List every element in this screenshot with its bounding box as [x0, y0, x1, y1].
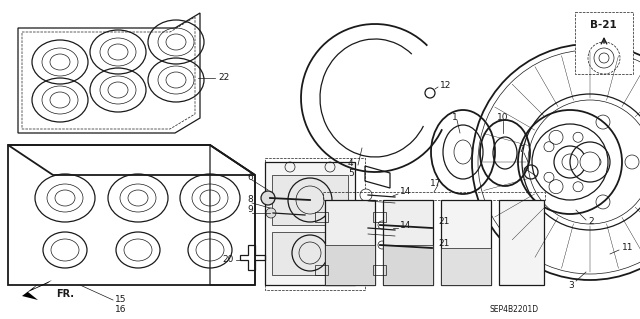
Text: 8: 8 [247, 196, 253, 204]
Text: 15: 15 [115, 294, 127, 303]
Polygon shape [383, 245, 433, 285]
Text: 9: 9 [247, 205, 253, 214]
Polygon shape [22, 280, 52, 300]
Polygon shape [272, 175, 348, 225]
Polygon shape [272, 232, 348, 275]
Polygon shape [441, 200, 491, 285]
Text: 5: 5 [348, 169, 354, 179]
Text: 3: 3 [568, 280, 573, 290]
Text: SEP4B2201D: SEP4B2201D [490, 305, 539, 314]
Text: 17: 17 [430, 179, 442, 188]
Text: FR.: FR. [56, 289, 74, 299]
Text: 20: 20 [222, 256, 234, 264]
Polygon shape [325, 200, 375, 285]
Polygon shape [441, 248, 491, 285]
Polygon shape [499, 200, 544, 285]
Bar [265, 158, 365, 290]
Polygon shape [265, 162, 355, 285]
Text: 16: 16 [115, 305, 127, 314]
Text: 22: 22 [218, 73, 229, 83]
Text: 21: 21 [438, 218, 449, 226]
Polygon shape [383, 200, 433, 285]
Bar [575, 12, 633, 74]
Circle shape [580, 152, 600, 172]
Text: 21: 21 [438, 239, 449, 248]
Circle shape [360, 189, 372, 201]
Text: B-21: B-21 [590, 20, 617, 30]
Text: 10: 10 [497, 113, 509, 122]
Polygon shape [325, 245, 375, 285]
Text: 2: 2 [588, 218, 594, 226]
Text: 14: 14 [400, 221, 412, 231]
Circle shape [261, 191, 275, 205]
Text: 14: 14 [400, 188, 412, 197]
Text: 4: 4 [348, 159, 354, 167]
Text: 6: 6 [247, 174, 253, 182]
Circle shape [266, 208, 276, 218]
Text: 12: 12 [440, 80, 451, 90]
Text: 7: 7 [518, 145, 524, 154]
Text: 11: 11 [622, 243, 634, 253]
Text: 1: 1 [452, 113, 458, 122]
Circle shape [360, 222, 372, 234]
